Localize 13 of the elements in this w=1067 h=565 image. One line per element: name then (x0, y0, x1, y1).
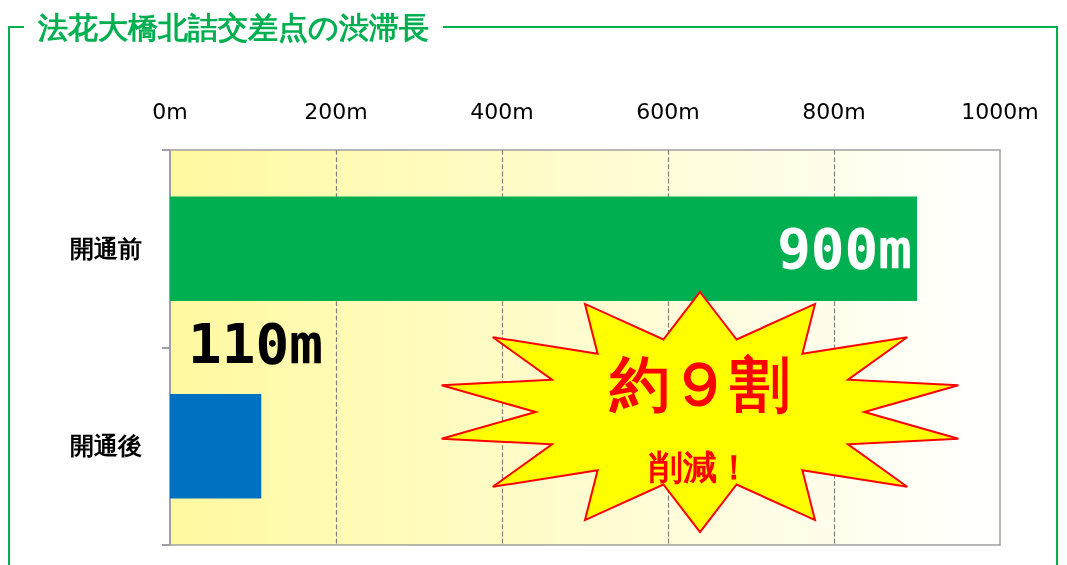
data-label: 110m (188, 311, 323, 377)
data-label: 900m (777, 216, 912, 282)
x-tick-label: 800m (802, 98, 866, 124)
x-tick-label: 1000m (961, 98, 1039, 124)
x-tick-label: 400m (470, 98, 534, 124)
x-tick-label: 200m (304, 98, 368, 124)
y-tick-label: 開通前 (70, 234, 142, 263)
y-tick-label: 開通後 (70, 432, 142, 461)
x-tick-label: 0m (152, 98, 188, 124)
chart-title: 法花大橋北詰交差点の渋滞長 (24, 8, 443, 49)
annotation: 約９割 (608, 348, 791, 421)
x-tick-label: 600m (636, 98, 700, 124)
annotation: 削減！ (648, 446, 752, 489)
